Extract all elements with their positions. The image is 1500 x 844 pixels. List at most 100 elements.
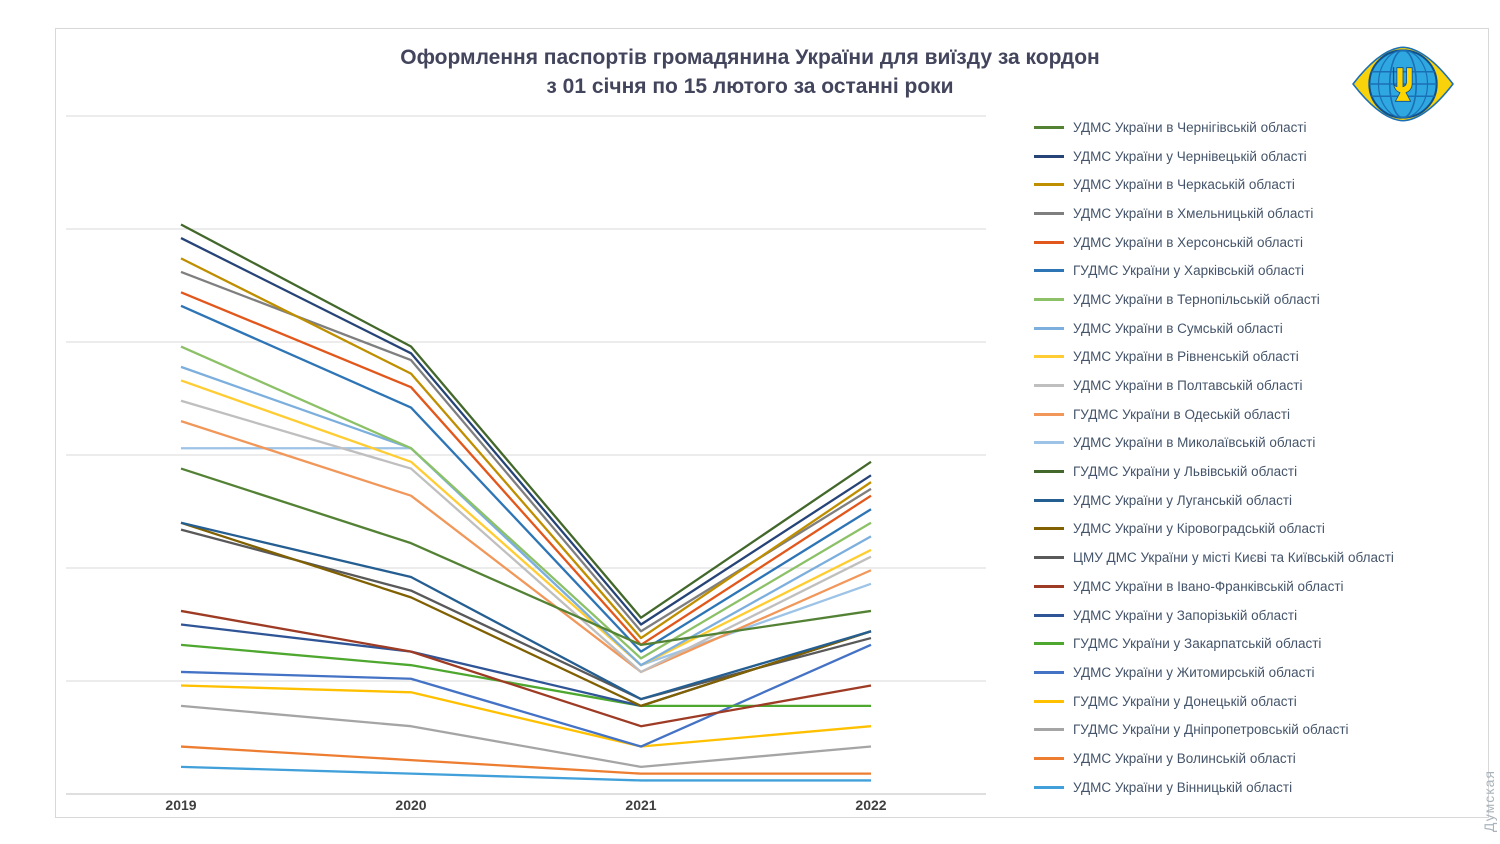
- legend-item: УДМС України в Миколаївській області: [1034, 429, 1484, 458]
- series-line: [180, 257, 872, 640]
- legend-line-marker: [1034, 756, 1064, 760]
- legend-label: ГУДМС України у Харківській області: [1073, 263, 1304, 279]
- legend-label: УДМС України у Луганській області: [1073, 492, 1293, 508]
- legend-item: УДМС України у Запорізькій області: [1034, 601, 1484, 630]
- legend-label: ЦМУ ДМС України у місті Києві та Київськ…: [1073, 550, 1394, 566]
- x-axis-tick-label: 2019: [165, 797, 197, 813]
- legend-label: УДМС України в Тернопільській області: [1073, 291, 1320, 307]
- legend-line-marker: [1034, 269, 1064, 273]
- series-line: [180, 467, 872, 646]
- legend-item: ГУДМС України у Харківській області: [1034, 256, 1484, 285]
- legend-line-marker: [1034, 297, 1064, 301]
- series-line: [180, 684, 872, 748]
- legend-label: УДМС України в Полтавській області: [1073, 378, 1303, 394]
- chart-title-block: Оформлення паспортів громадянина України…: [56, 43, 1444, 102]
- legend-label: УДМС України у Вінницькій області: [1073, 779, 1293, 795]
- legend-item: УДМС України в Черкаській області: [1034, 170, 1484, 199]
- legend-label: УДМС України в Сумській області: [1073, 320, 1283, 336]
- legend-label: ГУДМС України у Дніпропетровській област…: [1073, 722, 1349, 738]
- series-line: [180, 704, 872, 769]
- series-line: [180, 765, 871, 782]
- legend-item: УДМС України в Херсонській області: [1034, 228, 1484, 257]
- legend-label: УДМС України в Івано-Франківській област…: [1073, 578, 1344, 594]
- legend-item: УДМС України у Волинській області: [1034, 744, 1484, 773]
- legend-label: ГУДМС України у Львівській області: [1073, 464, 1298, 480]
- legend-item: УДМС України в Хмельницькій області: [1034, 199, 1484, 228]
- x-axis-tick-label: 2021: [625, 797, 657, 813]
- legend-line-marker: [1034, 642, 1064, 646]
- series-line: [180, 521, 872, 708]
- series-line: [180, 365, 872, 667]
- legend-label: УДМС України в Хмельницькій області: [1073, 205, 1314, 221]
- legend-item: УДМС України в Чернігівській області: [1034, 113, 1484, 142]
- legend-label: УДМС України у Волинській області: [1073, 750, 1296, 766]
- legend-line-marker: [1034, 470, 1064, 474]
- chart-figure: Оформлення паспортів громадянина України…: [55, 28, 1489, 818]
- legend-line-marker: [1034, 355, 1064, 359]
- legend-line-marker: [1034, 584, 1064, 588]
- legend-item: ГУДМС України у Закарпатській області: [1034, 629, 1484, 658]
- legend-line-marker: [1034, 326, 1064, 330]
- legend-label: УДМС України в Миколаївській області: [1073, 435, 1316, 451]
- legend-item: УДМС України у Луганській області: [1034, 486, 1484, 515]
- series-line: [180, 345, 872, 660]
- legend-line-marker: [1034, 183, 1064, 187]
- chart-subtitle: з 01 січня по 15 лютого за останні роки: [546, 75, 954, 99]
- series-line: [180, 379, 872, 667]
- series-line: [180, 528, 872, 701]
- legend-label: ГУДМС України в Одеській області: [1073, 406, 1291, 422]
- series-line: [180, 521, 872, 701]
- legend-item: УДМС України в Сумській області: [1034, 314, 1484, 343]
- legend-line-marker: [1034, 556, 1064, 560]
- legend-item: ГУДМС України у Дніпропетровській област…: [1034, 715, 1484, 744]
- chart-title: Оформлення паспортів громадянина України…: [400, 46, 1100, 69]
- series-line: [180, 223, 872, 619]
- legend-line-marker: [1034, 527, 1064, 531]
- plot-area: [66, 115, 986, 795]
- legend-label: УДМС України в Рівненській області: [1073, 349, 1299, 365]
- series-line: [180, 609, 872, 728]
- legend-line-marker: [1034, 699, 1064, 703]
- series-line: [180, 237, 872, 626]
- legend-item: УДМС України в Полтавській області: [1034, 371, 1484, 400]
- series-line: [180, 399, 872, 674]
- series-line: [180, 420, 872, 674]
- migration-service-logo-icon: [1352, 46, 1454, 122]
- legend-line-marker: [1034, 125, 1064, 129]
- series-line: [180, 304, 872, 653]
- series-line: [180, 643, 872, 748]
- legend-item: ГУДМС України у Львівській області: [1034, 457, 1484, 486]
- legend-item: ЦМУ ДМС України у місті Києві та Київськ…: [1034, 543, 1484, 572]
- legend-label: ГУДМС України у Закарпатській області: [1073, 636, 1322, 652]
- legend-line-marker: [1034, 412, 1064, 416]
- legend-item: УДМС України у Чернівецькій області: [1034, 142, 1484, 171]
- legend-line-marker: [1034, 154, 1064, 158]
- legend-item: УДМС України в Рівненській області: [1034, 343, 1484, 372]
- watermark: Думская: [1481, 769, 1497, 832]
- legend-item: УДМС України в Тернопільській області: [1034, 285, 1484, 314]
- legend-line-marker: [1034, 613, 1064, 617]
- series-line: [180, 745, 871, 775]
- series-line: [180, 291, 872, 646]
- legend-label: УДМС України в Черкаській області: [1073, 177, 1295, 193]
- legend-line-marker: [1034, 670, 1064, 674]
- legend-line-marker: [1034, 441, 1064, 445]
- legend-line-marker: [1034, 240, 1064, 244]
- x-axis: 2019 2020 2021 2022: [66, 797, 986, 817]
- series-line: [180, 270, 872, 633]
- legend-item: УДМС України у Кіровоградській області: [1034, 515, 1484, 544]
- legend-line-marker: [1034, 498, 1064, 502]
- legend-item: УДМС України в Івано-Франківській област…: [1034, 572, 1484, 601]
- legend-line-marker: [1034, 785, 1064, 789]
- legend-label: УДМС України у Житомирській області: [1073, 664, 1315, 680]
- legend-line-marker: [1034, 384, 1064, 388]
- legend-label: ГУДМС України у Донецькій області: [1073, 693, 1297, 709]
- x-axis-tick-label: 2020: [395, 797, 427, 813]
- legend-item: ГУДМС України у Донецькій області: [1034, 687, 1484, 716]
- legend-label: УДМС України в Херсонській області: [1073, 234, 1303, 250]
- legend-label: УДМС України у Запорізькій області: [1073, 607, 1298, 623]
- legend-item: УДМС України у Житомирській області: [1034, 658, 1484, 687]
- legend-label: УДМС України у Чернівецькій області: [1073, 148, 1307, 164]
- x-axis-tick-label: 2022: [855, 797, 887, 813]
